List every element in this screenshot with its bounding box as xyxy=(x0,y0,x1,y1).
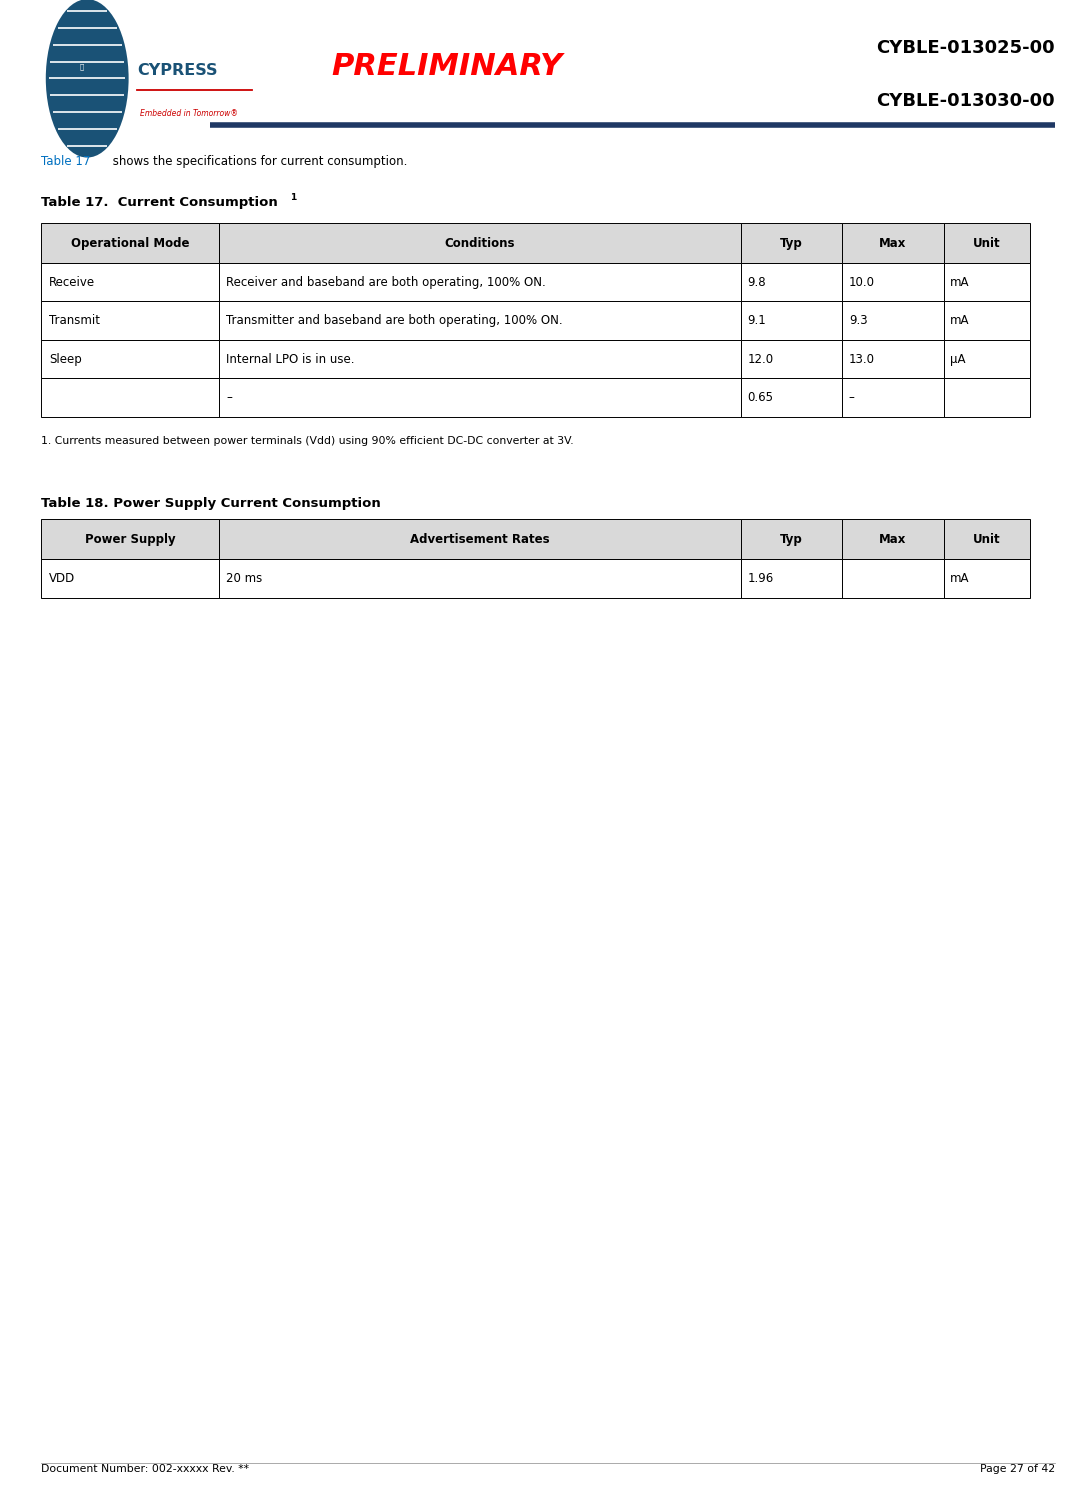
Bar xyxy=(41,301,219,339)
Text: 10.0: 10.0 xyxy=(849,276,875,289)
Text: Receive: Receive xyxy=(49,276,95,289)
Text: –: – xyxy=(849,390,855,404)
Bar xyxy=(741,262,843,301)
Bar xyxy=(741,223,843,262)
Bar xyxy=(219,518,741,559)
Bar xyxy=(944,518,1030,559)
Text: Typ: Typ xyxy=(780,237,803,250)
Text: CYPRESS: CYPRESS xyxy=(137,63,218,78)
Text: 0.65: 0.65 xyxy=(748,390,774,404)
Text: shows the specifications for current consumption.: shows the specifications for current con… xyxy=(109,155,408,169)
Text: Page 27 of 42: Page 27 of 42 xyxy=(980,1463,1055,1474)
Text: 13.0: 13.0 xyxy=(849,353,875,366)
Bar xyxy=(219,559,741,597)
Text: Table 17: Table 17 xyxy=(41,155,90,169)
Text: Max: Max xyxy=(880,237,907,250)
Text: Transmit: Transmit xyxy=(49,313,100,327)
Text: CYBLE-013030-00: CYBLE-013030-00 xyxy=(876,92,1055,110)
Bar xyxy=(741,341,843,378)
Bar xyxy=(944,559,1030,597)
Text: Transmitter and baseband are both operating, 100% ON.: Transmitter and baseband are both operat… xyxy=(227,313,564,327)
Text: Unit: Unit xyxy=(973,532,1001,546)
Text: Table 18. Power Supply Current Consumption: Table 18. Power Supply Current Consumpti… xyxy=(41,497,382,509)
Text: 9.1: 9.1 xyxy=(748,313,766,327)
Text: μA: μA xyxy=(950,353,966,366)
Text: Operational Mode: Operational Mode xyxy=(71,237,190,250)
Text: 9.8: 9.8 xyxy=(748,276,766,289)
Text: 20 ms: 20 ms xyxy=(227,571,263,585)
Bar xyxy=(843,559,944,597)
Bar xyxy=(41,341,219,378)
Bar xyxy=(41,223,219,262)
Text: Embedded in Tomorrow®: Embedded in Tomorrow® xyxy=(140,109,238,118)
Bar xyxy=(944,223,1030,262)
Bar xyxy=(41,378,219,417)
Bar xyxy=(41,518,219,559)
Bar xyxy=(843,262,944,301)
Text: VDD: VDD xyxy=(49,571,75,585)
Bar xyxy=(41,559,219,597)
Bar xyxy=(41,262,219,301)
Text: 12.0: 12.0 xyxy=(748,353,774,366)
Text: 9.3: 9.3 xyxy=(849,313,868,327)
Bar xyxy=(944,301,1030,339)
Bar xyxy=(741,559,843,597)
Text: Typ: Typ xyxy=(780,532,803,546)
Text: CYBLE-013025-00: CYBLE-013025-00 xyxy=(876,39,1055,57)
Text: Sleep: Sleep xyxy=(49,353,82,366)
Text: Table 17.  Current Consumption: Table 17. Current Consumption xyxy=(41,196,278,209)
Bar xyxy=(843,341,944,378)
Text: Max: Max xyxy=(880,532,907,546)
Bar xyxy=(843,301,944,339)
Bar xyxy=(843,223,944,262)
Bar xyxy=(219,378,741,417)
Text: Internal LPO is in use.: Internal LPO is in use. xyxy=(227,353,355,366)
Bar xyxy=(741,301,843,339)
Bar xyxy=(944,378,1030,417)
Ellipse shape xyxy=(46,0,129,158)
Text: –: – xyxy=(227,390,232,404)
Bar xyxy=(219,301,741,339)
Text: mA: mA xyxy=(950,571,970,585)
Text: Advertisement Rates: Advertisement Rates xyxy=(410,532,549,546)
Bar xyxy=(219,223,741,262)
Bar xyxy=(944,341,1030,378)
Bar xyxy=(219,341,741,378)
Text: Conditions: Conditions xyxy=(445,237,516,250)
Text: mA: mA xyxy=(950,276,970,289)
Bar xyxy=(843,518,944,559)
Text: 1.96: 1.96 xyxy=(748,571,774,585)
Bar xyxy=(741,518,843,559)
Text: Power Supply: Power Supply xyxy=(85,532,175,546)
Bar xyxy=(219,262,741,301)
Text: 🌿: 🌿 xyxy=(80,63,84,69)
Text: Unit: Unit xyxy=(973,237,1001,250)
Text: mA: mA xyxy=(950,313,970,327)
Text: 1: 1 xyxy=(290,193,296,202)
Text: Document Number: 002-xxxxx Rev. **: Document Number: 002-xxxxx Rev. ** xyxy=(41,1463,250,1474)
Text: 1. Currents measured between power terminals (Vdd) using 90% efficient DC-DC con: 1. Currents measured between power termi… xyxy=(41,437,574,446)
Bar xyxy=(741,378,843,417)
Bar xyxy=(944,262,1030,301)
Text: Receiver and baseband are both operating, 100% ON.: Receiver and baseband are both operating… xyxy=(227,276,546,289)
Text: PRELIMINARY: PRELIMINARY xyxy=(331,51,562,81)
Bar xyxy=(843,378,944,417)
